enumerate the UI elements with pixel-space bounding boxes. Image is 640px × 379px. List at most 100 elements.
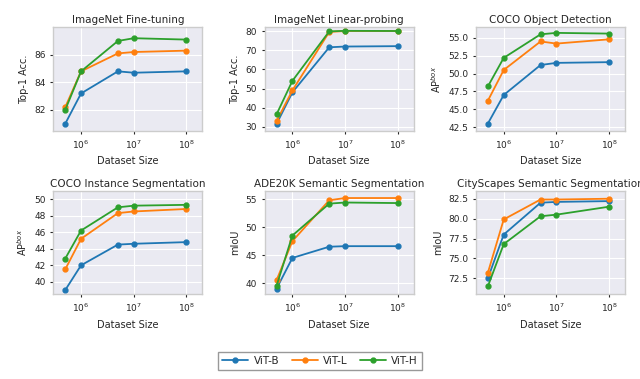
ViT-B [605,199,613,204]
ViT-B [341,44,349,49]
ViT-B [61,288,69,293]
Y-axis label: Top-1 Acc.: Top-1 Acc. [19,54,29,103]
ViT-L [114,51,122,56]
Title: ImageNet Fine-tuning: ImageNet Fine-tuning [72,15,184,25]
Line: ViT-L: ViT-L [63,207,189,272]
ViT-L [289,88,296,93]
ViT-B [273,122,280,126]
Line: ViT-L: ViT-L [485,37,612,103]
ViT-H [325,201,333,206]
Title: COCO Instance Segmentation: COCO Instance Segmentation [50,179,205,189]
ViT-H [500,242,508,246]
ViT-H [394,201,402,205]
ViT-H [114,205,122,210]
Line: ViT-H: ViT-H [485,204,612,289]
ViT-B [182,69,190,74]
ViT-H [537,214,545,219]
ViT-H [605,31,613,36]
ViT-H [484,284,492,288]
ViT-B [394,244,402,249]
ViT-B [77,91,85,96]
ViT-H [61,108,69,112]
Line: ViT-L: ViT-L [274,196,400,283]
Y-axis label: mIoU: mIoU [230,230,240,255]
Line: ViT-L: ViT-L [274,28,400,124]
Y-axis label: mIoU: mIoU [433,230,443,255]
Line: ViT-H: ViT-H [63,36,189,113]
ViT-L [325,198,333,202]
ViT-L [341,29,349,33]
Line: ViT-B: ViT-B [274,244,400,291]
ViT-L [325,30,333,34]
Line: ViT-H: ViT-H [274,28,400,117]
Line: ViT-L: ViT-L [63,48,189,110]
ViT-L [484,271,492,275]
ViT-L [130,50,138,54]
X-axis label: Dataset Size: Dataset Size [97,320,159,330]
ViT-B [182,240,190,244]
ViT-L [61,105,69,110]
ViT-L [537,39,545,44]
ViT-H [394,29,402,33]
ViT-B [500,232,508,237]
ViT-H [484,84,492,89]
ViT-L [61,267,69,272]
ViT-H [130,204,138,208]
ViT-L [500,217,508,222]
ViT-H [500,56,508,60]
ViT-H [289,78,296,83]
X-axis label: Dataset Size: Dataset Size [520,156,581,166]
ViT-H [273,112,280,117]
ViT-B [500,93,508,97]
ViT-L [273,278,280,283]
ViT-B [341,244,349,249]
ViT-L [605,196,613,201]
Title: ADE20K Semantic Segmentation: ADE20K Semantic Segmentation [254,179,424,189]
ViT-L [114,211,122,215]
ViT-B [61,122,69,126]
ViT-B [537,200,545,205]
X-axis label: Dataset Size: Dataset Size [308,320,370,330]
X-axis label: Dataset Size: Dataset Size [97,156,159,166]
Line: ViT-H: ViT-H [274,200,400,288]
ViT-B [537,63,545,67]
ViT-L [289,239,296,243]
ViT-B [289,256,296,260]
Line: ViT-H: ViT-H [63,202,189,261]
Line: ViT-B: ViT-B [485,60,612,126]
ViT-H [61,257,69,261]
ViT-H [537,32,545,37]
ViT-H [77,69,85,74]
ViT-L [182,49,190,53]
ViT-B [552,61,560,65]
ViT-L [394,196,402,200]
Line: ViT-L: ViT-L [485,196,612,275]
ViT-B [130,241,138,246]
ViT-H [552,212,560,217]
ViT-H [552,31,560,35]
Line: ViT-B: ViT-B [63,69,189,126]
ViT-L [77,69,85,74]
ViT-B [325,244,333,249]
ViT-B [289,90,296,95]
ViT-B [484,276,492,280]
ViT-H [114,39,122,43]
ViT-B [394,44,402,49]
ViT-L [500,68,508,72]
Line: ViT-B: ViT-B [274,44,400,127]
ViT-H [289,233,296,238]
ViT-H [273,283,280,288]
ViT-H [325,29,333,34]
ViT-B [325,45,333,50]
ViT-L [130,209,138,214]
ViT-L [77,236,85,241]
Legend: ViT-B, ViT-L, ViT-H: ViT-B, ViT-L, ViT-H [218,352,422,370]
ViT-B [605,60,613,64]
Line: ViT-B: ViT-B [63,240,189,293]
ViT-H [182,202,190,207]
Line: ViT-H: ViT-H [485,30,612,89]
ViT-H [77,228,85,233]
Y-axis label: AP$^{box}$: AP$^{box}$ [15,229,29,256]
ViT-H [182,37,190,42]
ViT-L [182,207,190,211]
